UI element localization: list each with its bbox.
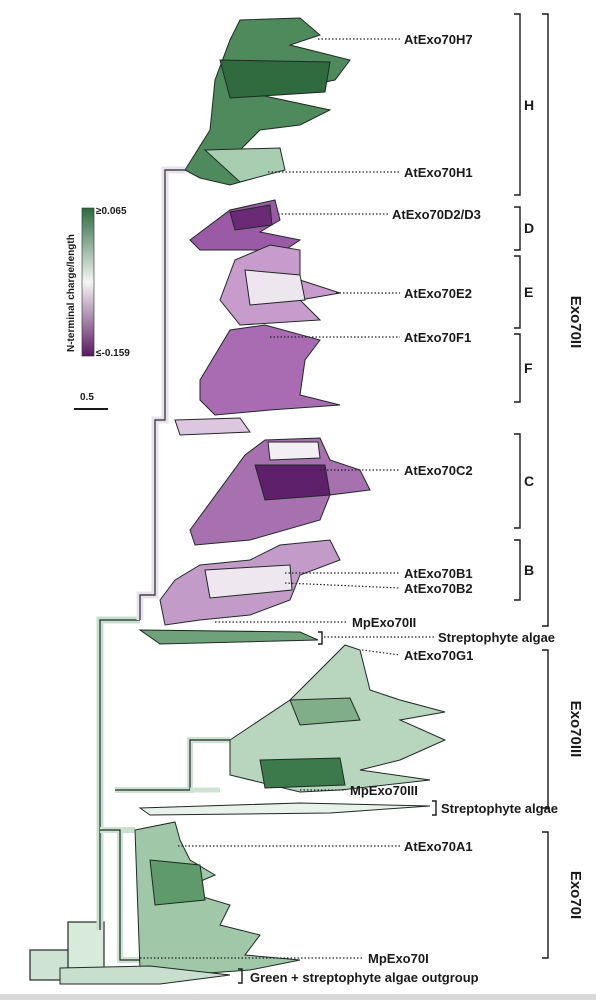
class-label-Exo70I: Exo70I — [567, 871, 584, 919]
class-label-Exo70II: Exo70II — [567, 296, 584, 349]
class-brackets — [542, 13, 549, 959]
clade-Exo70III — [229, 644, 447, 793]
legend-max-label: ≥0.065 — [96, 206, 127, 217]
gene-label: AtExo70D2/D3 — [392, 207, 481, 222]
subgroup-label-D: D — [524, 220, 534, 236]
gene-label: AtExo70G1 — [404, 648, 473, 663]
clade-C — [189, 437, 371, 546]
gene-label: AtExo70B2 — [404, 581, 473, 596]
outgroup-label-green-streptophyte: Green + streptophyte algae outgroup — [250, 970, 479, 985]
bottom-scrollbar-strip — [0, 994, 596, 1000]
gene-label: AtExo70A1 — [404, 839, 473, 854]
clade-H — [184, 17, 351, 186]
legend-title: N-terminal charge/length — [66, 234, 77, 352]
clade-E — [219, 244, 341, 326]
subgroup-label-H: H — [524, 97, 534, 113]
subgroup-label-F: F — [524, 360, 533, 376]
gene-label: MpExo70II — [352, 615, 416, 630]
subgroup-brackets — [514, 13, 521, 601]
clade-B — [159, 539, 341, 626]
outgroup-label-streptophyte-III: Streptophyte algae — [441, 801, 558, 816]
class-label-Exo70III: Exo70III — [567, 701, 584, 758]
scale-bar-label: 0.5 — [80, 392, 94, 403]
gene-label: AtExo70H7 — [404, 32, 473, 47]
gene-label: AtExo70B1 — [404, 566, 473, 581]
color-legend-bar — [81, 207, 95, 357]
subgroup-label-C: C — [524, 473, 534, 489]
gene-label: MpExo70I — [368, 951, 429, 966]
gene-label: AtExo70F1 — [404, 330, 471, 345]
subgroup-label-B: B — [524, 562, 534, 578]
clade-Exo70I — [134, 821, 301, 976]
gene-labels: AtExo70H7 AtExo70H1 AtExo70D2/D3 AtExo70… — [140, 32, 481, 966]
leader-line — [284, 582, 401, 589]
outgroup-label-streptophyte-II: Streptophyte algae — [438, 630, 555, 645]
clade-D — [189, 199, 302, 251]
gene-label: AtExo70H1 — [404, 165, 473, 180]
gene-label: MpExo70III — [350, 783, 418, 798]
leader-line — [361, 649, 401, 656]
gene-label: AtExo70E2 — [404, 286, 472, 301]
subgroup-label-E: E — [524, 284, 533, 300]
gene-label: AtExo70C2 — [404, 463, 473, 478]
clade-outgroup — [59, 965, 231, 985]
legend-min-label: ≤-0.159 — [96, 348, 130, 359]
outgroup-brackets — [238, 631, 437, 984]
clade-streptophyte-algae-II — [138, 629, 319, 645]
clade-streptophyte-algae-III — [138, 802, 431, 816]
clade-F — [174, 324, 341, 436]
